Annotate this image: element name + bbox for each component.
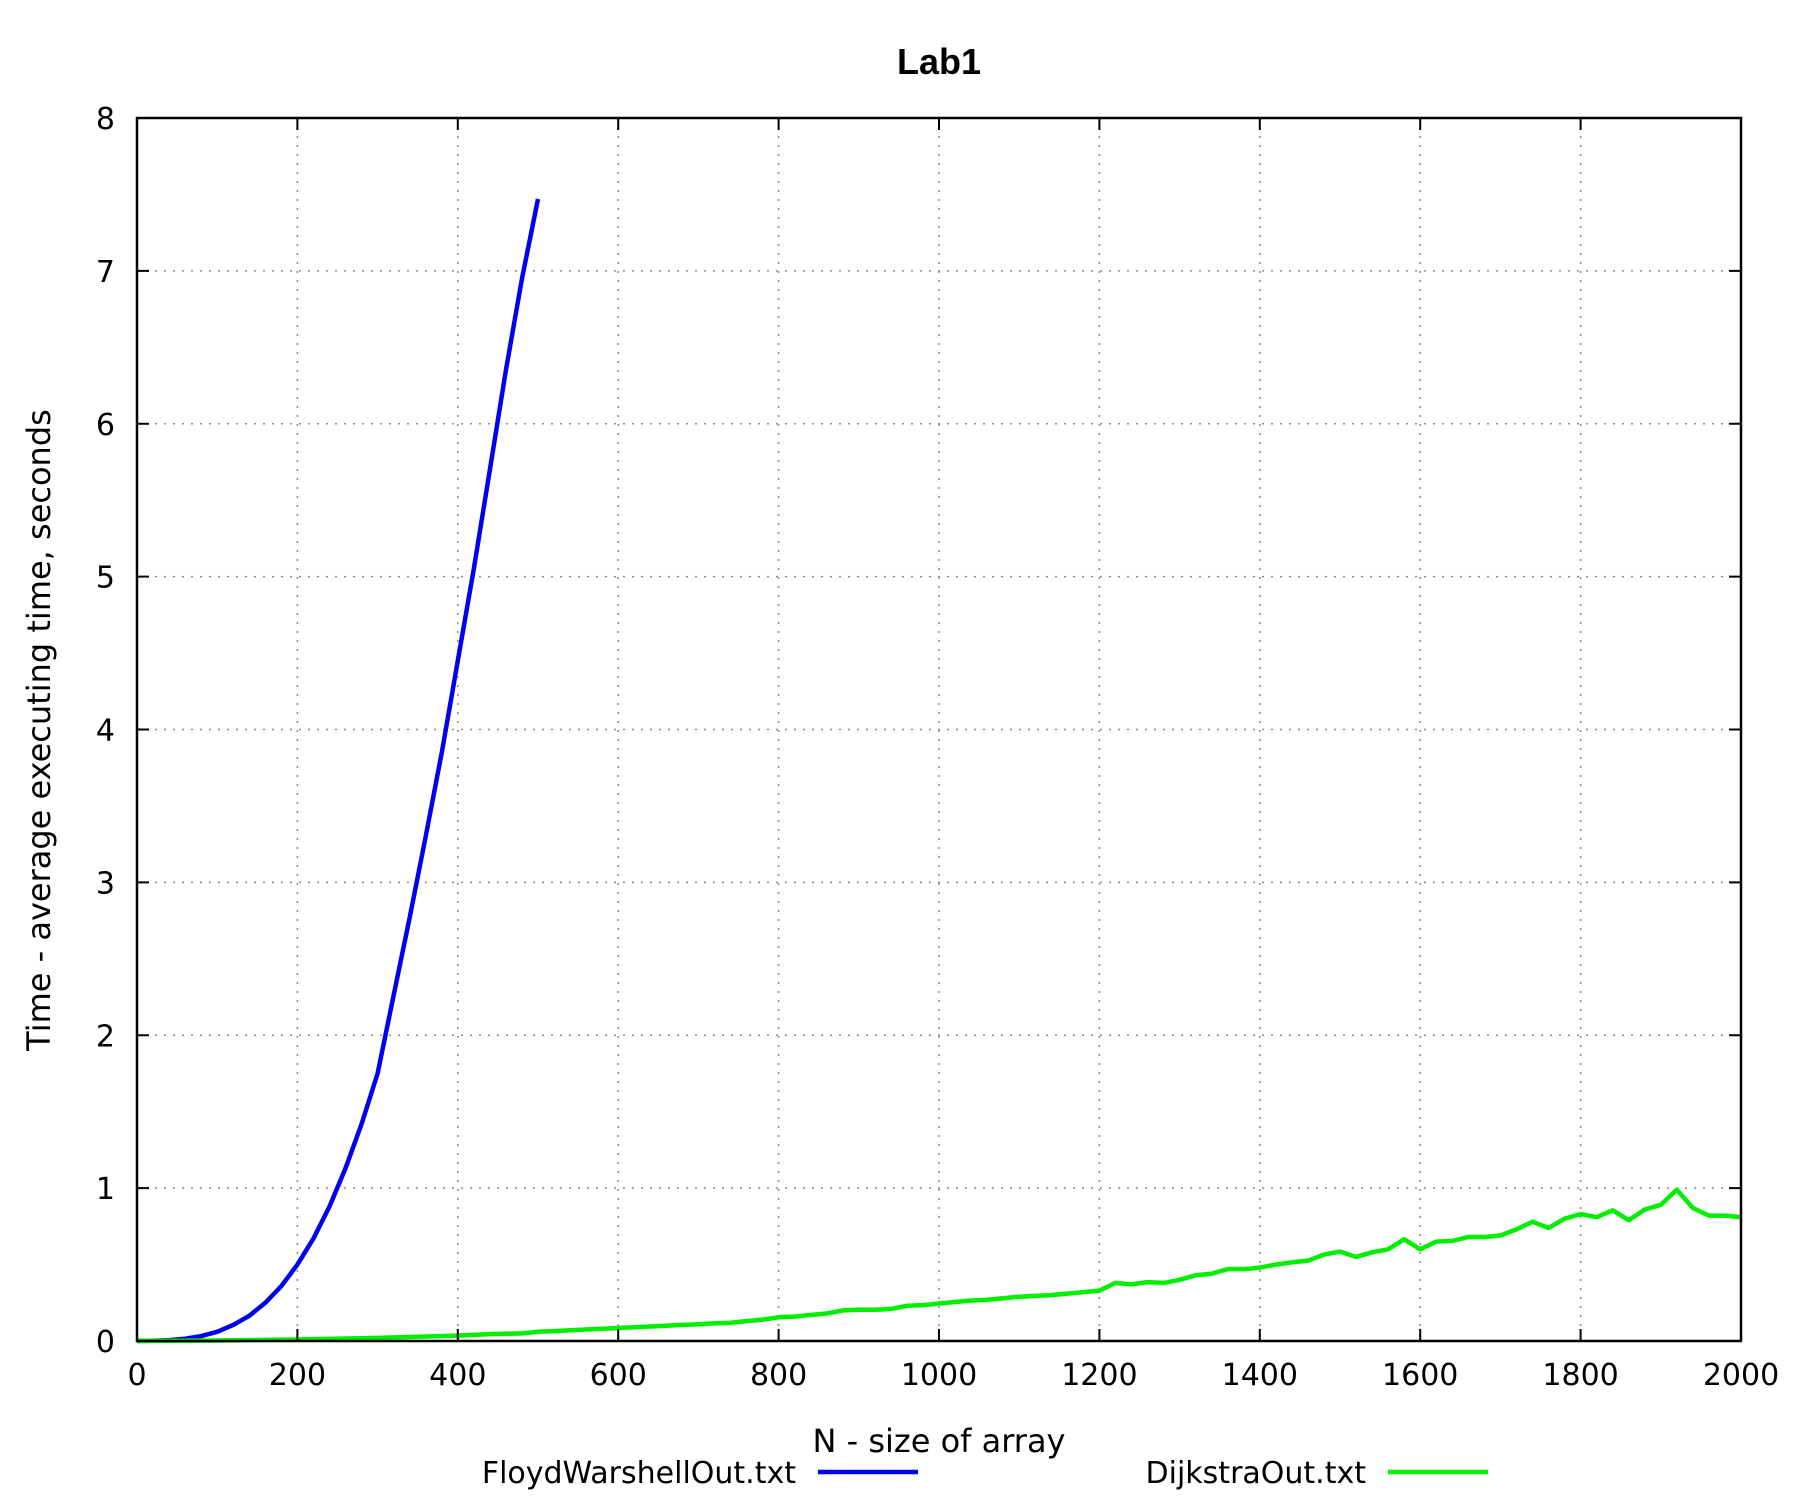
x-tick-label: 1600 bbox=[1382, 1358, 1458, 1393]
y-tick-label: 6 bbox=[96, 408, 115, 443]
y-tick-label: 1 bbox=[96, 1172, 115, 1207]
x-tick-label: 1800 bbox=[1542, 1358, 1618, 1393]
y-tick-label: 3 bbox=[96, 866, 115, 901]
y-tick-label: 7 bbox=[96, 255, 115, 290]
series-layer bbox=[136, 198, 1742, 1344]
legend-label: FloydWarshellOut.txt bbox=[482, 1456, 796, 1491]
y-tick-label: 8 bbox=[96, 102, 115, 137]
x-axis-label: N - size of array bbox=[813, 1422, 1066, 1460]
x-tick-label: 0 bbox=[127, 1358, 146, 1393]
legend: FloydWarshellOut.txt DijkstraOut.txt bbox=[482, 1456, 1488, 1491]
x-tick-label: 1000 bbox=[901, 1358, 977, 1393]
x-tick-label: 2000 bbox=[1703, 1358, 1779, 1393]
y-axis-label: Time - average executing time, seconds bbox=[20, 409, 58, 1052]
legend-label: DijkstraOut.txt bbox=[1146, 1456, 1367, 1491]
series-line-1 bbox=[136, 1187, 1742, 1344]
y-tick-label: 5 bbox=[96, 561, 115, 596]
axis-ticks: 0 200 400 600 800 1000 1200 1400 1600 1800 2000 0 1 2… bbox=[96, 102, 1779, 1393]
chart-title: Lab1 bbox=[897, 41, 981, 82]
grid bbox=[137, 118, 1741, 1341]
x-tick-label: 200 bbox=[269, 1358, 326, 1393]
x-tick-label: 600 bbox=[590, 1358, 647, 1393]
series-line-0 bbox=[136, 198, 541, 1344]
x-tick-label: 1200 bbox=[1061, 1358, 1137, 1393]
x-tick-label: 1400 bbox=[1222, 1358, 1298, 1393]
x-tick-label: 400 bbox=[429, 1358, 486, 1393]
y-tick-label: 2 bbox=[96, 1019, 115, 1054]
y-tick-label: 0 bbox=[96, 1325, 115, 1360]
x-tick-label: 800 bbox=[750, 1358, 807, 1393]
y-tick-label: 4 bbox=[96, 714, 115, 749]
